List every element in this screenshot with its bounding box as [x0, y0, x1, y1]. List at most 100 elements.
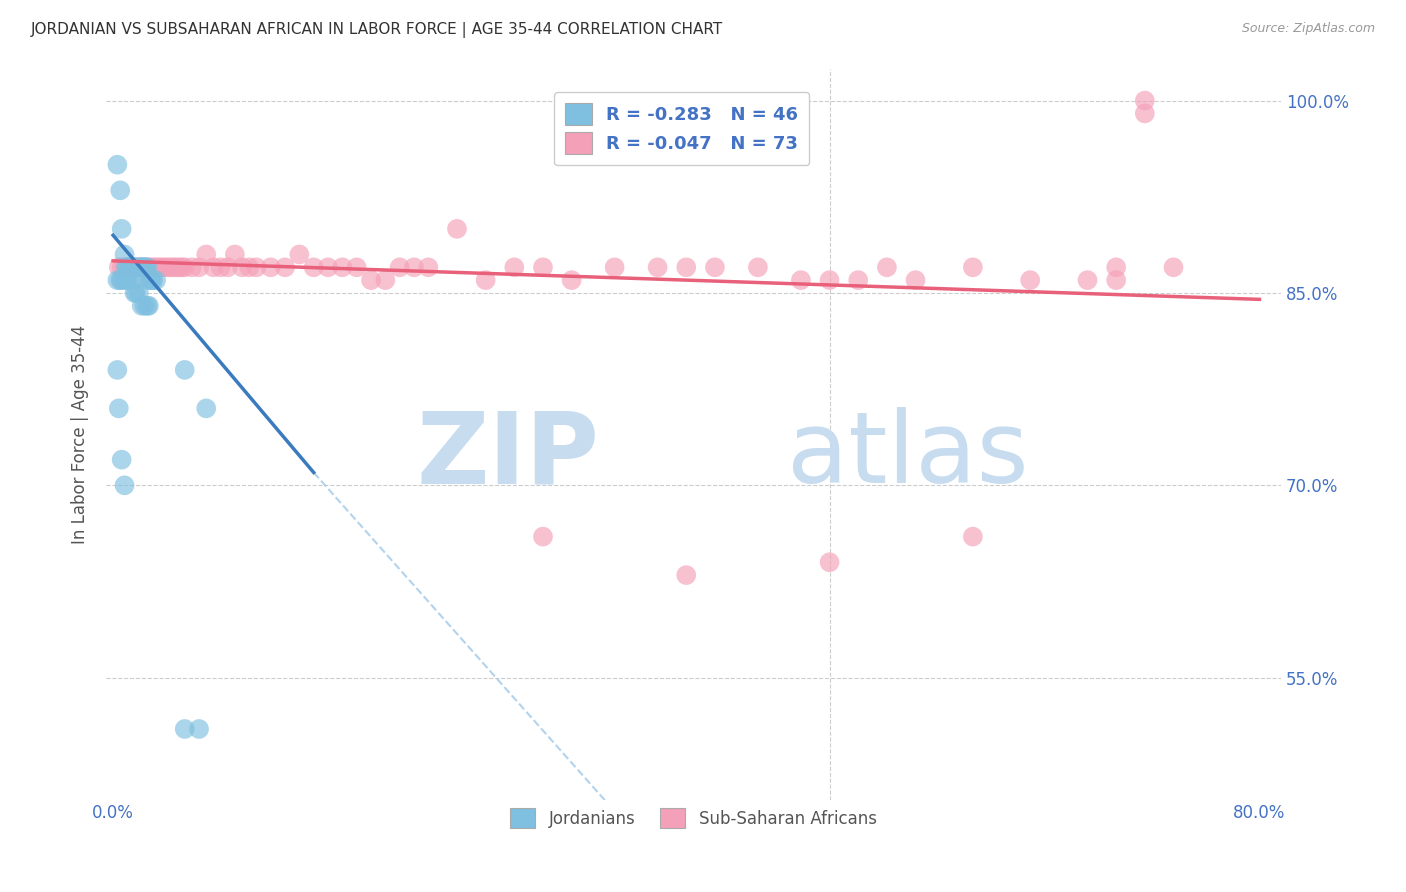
Point	[125, 285, 148, 300]
Point	[139, 260, 162, 275]
Point	[107, 260, 129, 275]
Point	[173, 260, 195, 275]
Point	[120, 273, 142, 287]
Point	[647, 260, 669, 275]
Point	[1105, 273, 1128, 287]
Point	[122, 260, 145, 275]
Point	[288, 247, 311, 261]
Text: JORDANIAN VS SUBSAHARAN AFRICAN IN LABOR FORCE | AGE 35-44 CORRELATION CHART: JORDANIAN VS SUBSAHARAN AFRICAN IN LABOR…	[31, 22, 723, 38]
Point	[125, 260, 148, 275]
Point	[111, 452, 134, 467]
Point	[162, 260, 184, 275]
Point	[111, 260, 134, 275]
Point	[142, 260, 165, 275]
Point	[124, 260, 146, 275]
Point	[180, 260, 202, 275]
Point	[124, 285, 146, 300]
Point	[121, 260, 143, 275]
Point	[131, 299, 153, 313]
Point	[1163, 260, 1185, 275]
Text: ZIP: ZIP	[416, 408, 599, 505]
Y-axis label: In Labor Force | Age 35-44: In Labor Force | Age 35-44	[72, 325, 89, 543]
Point	[346, 260, 368, 275]
Point	[274, 260, 297, 275]
Point	[1105, 260, 1128, 275]
Legend: Jordanians, Sub-Saharan Africans: Jordanians, Sub-Saharan Africans	[503, 801, 883, 835]
Point	[474, 273, 496, 287]
Point	[132, 260, 155, 275]
Point	[118, 260, 141, 275]
Point	[138, 273, 160, 287]
Point	[202, 260, 225, 275]
Point	[962, 260, 984, 275]
Point	[128, 285, 150, 300]
Point	[675, 260, 697, 275]
Point	[138, 299, 160, 313]
Point	[747, 260, 769, 275]
Text: atlas: atlas	[787, 408, 1029, 505]
Point	[131, 260, 153, 275]
Point	[110, 273, 132, 287]
Point	[105, 273, 128, 287]
Point	[105, 158, 128, 172]
Point	[173, 722, 195, 736]
Point	[330, 260, 353, 275]
Point	[141, 273, 163, 287]
Point	[818, 273, 841, 287]
Point	[388, 260, 411, 275]
Point	[139, 273, 162, 287]
Point	[188, 260, 211, 275]
Point	[128, 260, 150, 275]
Point	[159, 260, 181, 275]
Point	[195, 401, 218, 416]
Point	[148, 260, 170, 275]
Point	[1019, 273, 1042, 287]
Point	[156, 260, 179, 275]
Point	[675, 568, 697, 582]
Point	[105, 363, 128, 377]
Point	[111, 222, 134, 236]
Point	[503, 260, 526, 275]
Text: Source: ZipAtlas.com: Source: ZipAtlas.com	[1241, 22, 1375, 36]
Point	[846, 273, 869, 287]
Point	[136, 299, 159, 313]
Point	[136, 260, 159, 275]
Point	[790, 273, 813, 287]
Point	[122, 273, 145, 287]
Point	[962, 530, 984, 544]
Point	[111, 273, 134, 287]
Point	[195, 247, 218, 261]
Point	[114, 247, 136, 261]
Point	[876, 260, 898, 275]
Point	[153, 260, 176, 275]
Point	[134, 260, 156, 275]
Point	[260, 260, 283, 275]
Point	[114, 260, 136, 275]
Point	[224, 247, 246, 261]
Point	[316, 260, 339, 275]
Point	[114, 478, 136, 492]
Point	[446, 222, 468, 236]
Point	[120, 260, 142, 275]
Point	[245, 260, 267, 275]
Point	[703, 260, 725, 275]
Point	[167, 260, 190, 275]
Point	[209, 260, 232, 275]
Point	[374, 273, 396, 287]
Point	[531, 260, 554, 275]
Point	[134, 299, 156, 313]
Point	[217, 260, 239, 275]
Point	[117, 260, 139, 275]
Point	[117, 273, 139, 287]
Point	[1133, 94, 1156, 108]
Point	[122, 260, 145, 275]
Point	[115, 260, 138, 275]
Point	[173, 363, 195, 377]
Point	[360, 273, 382, 287]
Point	[1076, 273, 1098, 287]
Point	[561, 273, 583, 287]
Point	[238, 260, 260, 275]
Point	[145, 273, 167, 287]
Point	[1133, 106, 1156, 120]
Point	[131, 260, 153, 275]
